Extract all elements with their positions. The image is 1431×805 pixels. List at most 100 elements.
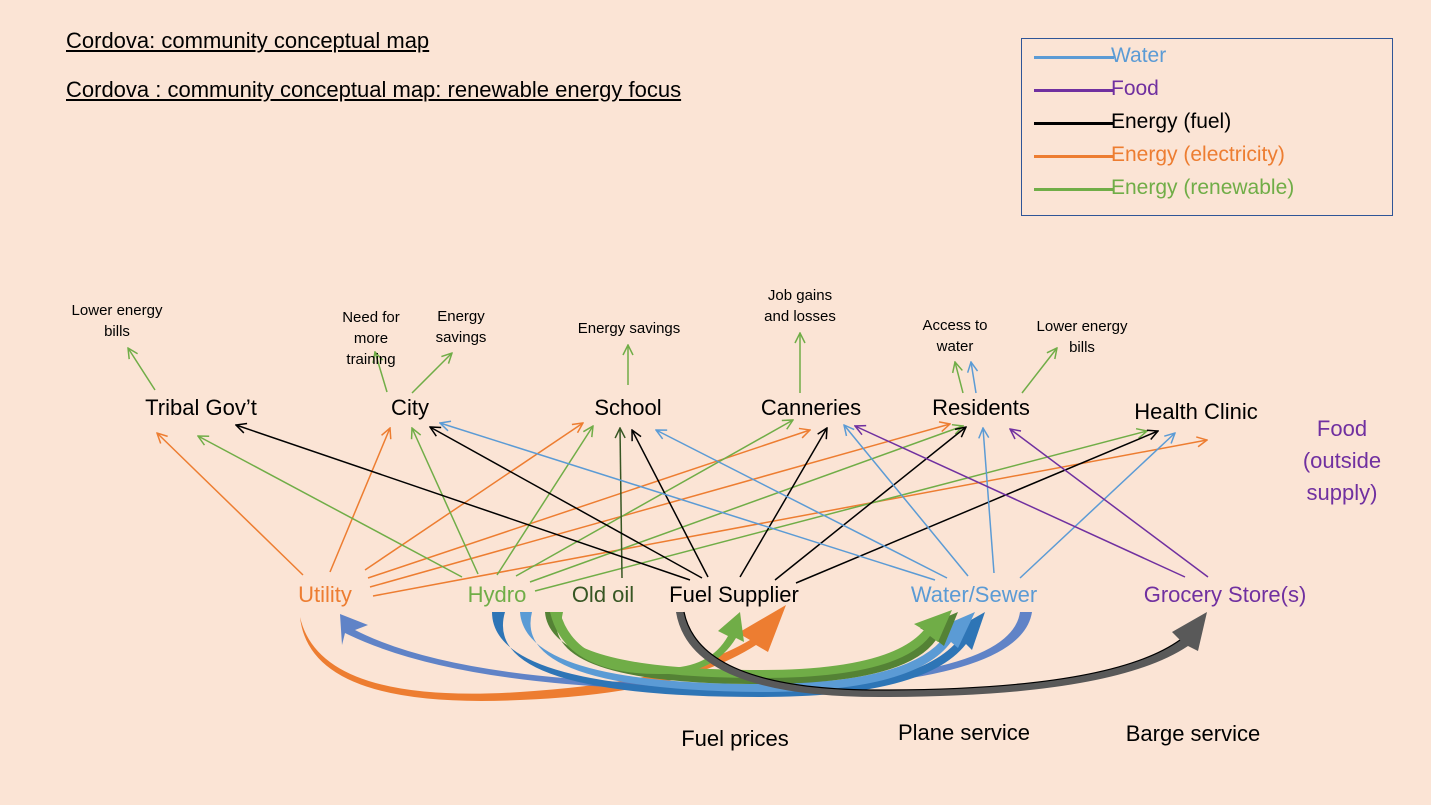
label-plane-service: Plane service	[897, 720, 1031, 745]
outcome-school-savings: Energy savings	[578, 318, 681, 339]
arrow-residents-to-water	[955, 362, 964, 394]
legend-label-renewable: Energy (renewable)	[1111, 176, 1295, 199]
legend-item-food: Food	[1022, 75, 1392, 105]
label-fuel-prices: Fuel prices	[681, 726, 789, 751]
arrow-fuel-to-tribal	[236, 425, 691, 581]
legend-item-water: Water	[1022, 42, 1392, 72]
legend-label-electricity: Energy (electricity)	[1111, 143, 1285, 166]
legend-swatch-water	[1034, 56, 1114, 59]
node-fuel-supplier: Fuel Supplier	[669, 582, 799, 607]
outcome-line: more	[353, 330, 389, 347]
outcome-line: Energy savings	[577, 320, 681, 337]
food-outside-line: (outside	[1302, 448, 1382, 473]
node-utility: Utility	[298, 582, 352, 607]
node-residents: Residents	[932, 395, 1030, 420]
arrow-utility-to-residents	[369, 424, 950, 588]
curve-fuel-to-barge-outline	[683, 611, 1181, 691]
arrow-old-oil-to-school	[620, 428, 622, 579]
node-city: City	[391, 395, 429, 420]
outcome-line: savings	[435, 329, 487, 346]
arrow-fuel-to-canneries	[739, 428, 827, 578]
outcome-line: water	[936, 338, 974, 355]
outcome-line: Lower energy	[71, 302, 163, 319]
arrow-residents-to-bills	[1021, 348, 1057, 394]
food-outside-line: supply)	[1306, 480, 1378, 505]
outcome-line: Energy	[437, 308, 485, 325]
node-health-clinic: Health Clinic	[1134, 399, 1258, 424]
arrow-fuel-to-residents	[774, 427, 966, 581]
legend: Water Food Energy (fuel) Energy (electri…	[1021, 38, 1393, 216]
outcome-line: Need for	[342, 309, 400, 326]
outcome-line: Access to	[922, 317, 988, 334]
outcome-city-savings: Energy savings	[436, 306, 487, 348]
node-tribal-govt: Tribal Gov’t	[145, 395, 257, 420]
food-outside-supply: Food (outside supply)	[1303, 413, 1381, 509]
node-canneries: Canneries	[760, 395, 862, 420]
arrow-water-to-city	[440, 423, 936, 581]
arrow-hydro-to-city	[412, 428, 479, 575]
arrow-hydro-to-residents	[529, 426, 963, 583]
arrow-utility-to-city	[329, 428, 390, 573]
node-hydro: Hydro	[467, 582, 527, 607]
legend-label-fuel: Energy (fuel)	[1111, 110, 1232, 133]
arrow-utility-to-canneries	[367, 430, 810, 579]
legend-swatch-electricity	[1034, 155, 1114, 158]
arrow-fuel-to-clinic	[795, 431, 1158, 584]
arrow-water-access-blue	[971, 362, 976, 394]
food-arrows	[855, 426, 1209, 578]
node-water-sewer: Water/Sewer	[910, 582, 1038, 607]
node-old-oil: Old oil	[571, 582, 635, 607]
outcome-tribal-lower-bills: Lower energy bills	[72, 300, 163, 342]
curve-hydro-to-fuel	[550, 612, 744, 675]
legend-item-renewable: Energy (renewable)	[1022, 174, 1392, 204]
supply-curves	[300, 605, 1207, 701]
arrow-hydro-to-canneries	[515, 420, 793, 577]
renewable-arrows	[198, 420, 1147, 592]
arrow-city-to-savings	[411, 353, 452, 394]
outcome-residents-water: Access to water	[922, 315, 987, 357]
outcome-line: training	[346, 351, 396, 368]
electricity-arrows	[157, 423, 1207, 597]
legend-swatch-food	[1034, 89, 1114, 92]
legend-swatch-renewable	[1034, 188, 1114, 191]
outcome-arrows	[128, 333, 1057, 394]
outcome-canneries-jobs: Job gains and losses	[764, 285, 836, 327]
node-grocery-stores: Grocery Store(s)	[1143, 582, 1307, 607]
legend-label-water: Water	[1111, 44, 1167, 67]
map-subtitle: Cordova : community conceptual map: rene…	[66, 77, 682, 102]
arrow-fuel-to-school	[632, 430, 709, 578]
arrow-city-to-training	[375, 352, 388, 393]
arrow-water-to-residents	[983, 428, 995, 574]
outcome-line: and losses	[764, 308, 836, 325]
arrow-grocery-to-residents	[1010, 429, 1209, 578]
arrow-tribal-to-bills	[128, 348, 156, 391]
outcome-line: bills	[104, 323, 130, 340]
arrow-hydro-to-tribal	[198, 436, 463, 578]
label-barge-service: Barge service	[1125, 721, 1261, 746]
fuel-arrows	[236, 425, 1158, 584]
outcome-line: Job gains	[767, 287, 833, 304]
legend-item-fuel: Energy (fuel)	[1022, 108, 1392, 138]
arrow-grocery-to-canneries	[855, 426, 1186, 578]
arrow-utility-to-school	[364, 423, 583, 571]
legend-label-food: Food	[1111, 77, 1159, 100]
arrow-utility-to-tribal	[157, 433, 304, 576]
outcome-line: Lower energy	[1036, 318, 1128, 335]
arrow-water-to-school	[656, 430, 948, 579]
legend-swatch-fuel	[1034, 122, 1114, 125]
map-title: Cordova: community conceptual map	[66, 28, 430, 53]
outcome-residents-bills: Lower energy bills	[1037, 316, 1128, 358]
arrow-water-to-clinic	[1019, 433, 1175, 579]
arrow-hydro-to-school	[496, 426, 593, 576]
arrow-water-to-canneries	[844, 425, 969, 577]
water-arrows	[440, 423, 1175, 581]
arrow-fuel-to-city	[430, 427, 703, 579]
food-outside-line: Food	[1316, 416, 1368, 441]
node-school: School	[594, 395, 662, 420]
outcome-city-training: Need for more training	[342, 307, 400, 370]
arrow-hydro-to-clinic	[534, 431, 1147, 592]
legend-item-electricity: Energy (electricity)	[1022, 141, 1392, 171]
outcome-line: bills	[1069, 339, 1095, 356]
arrow-utility-to-clinic	[372, 440, 1207, 597]
